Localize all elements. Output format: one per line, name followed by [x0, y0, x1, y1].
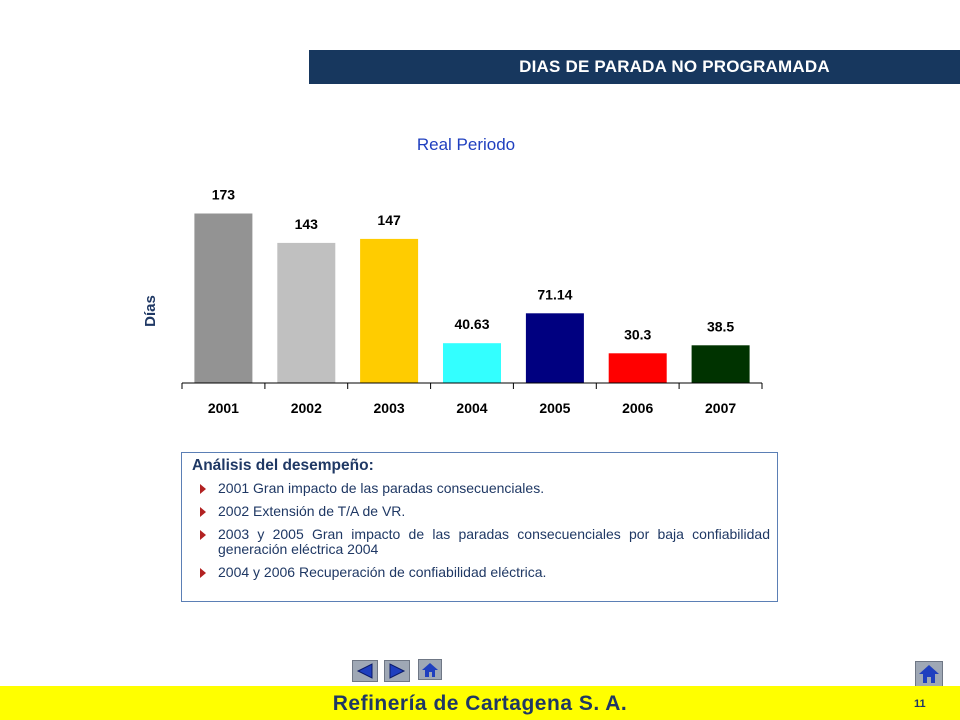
- analysis-item: 2003 y 2005 Gran impacto de las paradas …: [196, 527, 770, 557]
- bullet-arrow-icon: [200, 568, 206, 578]
- analysis-title: Análisis del desempeño:: [192, 457, 374, 474]
- analysis-item-text: 2004 y 2006 Recuperación de confiabilida…: [218, 564, 547, 580]
- bar-2006: [608, 353, 667, 383]
- x-tick-label-2001: 2001: [208, 400, 239, 416]
- chart-title: Real Periodo: [417, 135, 515, 154]
- footer-bar: Refinería de Cartagena S. A. 11: [0, 686, 960, 720]
- data-label-2001: 173: [212, 187, 236, 203]
- x-tick-label-2004: 2004: [456, 400, 487, 416]
- analysis-list: 2001 Gran impacto de las paradas consecu…: [196, 481, 770, 588]
- home-icon: [422, 663, 438, 677]
- data-label-2003: 147: [377, 212, 401, 228]
- bar-2003: [360, 238, 419, 383]
- next-slide-button[interactable]: [384, 660, 410, 682]
- x-tick-label-2003: 2003: [374, 400, 405, 416]
- bullet-arrow-icon: [200, 484, 206, 494]
- bar-2007: [691, 345, 750, 383]
- data-label-2002: 143: [295, 216, 319, 232]
- data-label-2006: 30.3: [624, 326, 651, 342]
- y-axis-label: Días: [142, 295, 159, 327]
- analysis-item: 2004 y 2006 Recuperación de confiabilida…: [196, 565, 770, 580]
- data-label-2007: 38.5: [707, 318, 734, 334]
- analysis-item-text: 2002 Extensión de T/A de VR.: [218, 503, 406, 519]
- analysis-item-text: 2001 Gran impacto de las paradas consecu…: [218, 480, 545, 496]
- bar-2001: [194, 213, 253, 383]
- bullet-arrow-icon: [200, 530, 206, 540]
- footer-title: Refinería de Cartagena S. A.: [332, 692, 628, 715]
- home-corner-button[interactable]: [915, 661, 943, 687]
- analysis-item: 2002 Extensión de T/A de VR.: [196, 504, 770, 519]
- bar-2002: [277, 242, 336, 383]
- triangle-right-icon: [389, 663, 406, 679]
- analysis-panel: Análisis del desempeño: 2001 Gran impact…: [181, 452, 778, 602]
- home-icon: [919, 665, 939, 683]
- header-title-bar: DIAS DE PARADA NO PROGRAMADA: [309, 50, 960, 84]
- x-tick-label-2002: 2002: [291, 400, 322, 416]
- data-label-2005: 71.14: [537, 286, 572, 302]
- bar-chart: Real Periodo Días 173 143 147 40.63 71.14 30.…: [142, 135, 763, 416]
- page-title: DIAS DE PARADA NO PROGRAMADA: [519, 57, 830, 76]
- bullet-arrow-icon: [200, 507, 206, 517]
- x-tick-label-2005: 2005: [539, 400, 570, 416]
- analysis-item-text: 2003 y 2005 Gran impacto de las paradas …: [218, 526, 770, 557]
- analysis-item: 2001 Gran impacto de las paradas consecu…: [196, 481, 770, 496]
- page-number: 11: [914, 698, 926, 710]
- x-tick-label-2006: 2006: [622, 400, 653, 416]
- previous-slide-button[interactable]: [352, 660, 378, 682]
- data-label-2004: 40.63: [454, 316, 489, 332]
- bar-2004: [443, 343, 501, 383]
- home-button[interactable]: [418, 659, 442, 680]
- triangle-left-icon: [356, 663, 373, 679]
- x-tick-label-2007: 2007: [705, 400, 736, 416]
- bar-2005: [525, 313, 584, 383]
